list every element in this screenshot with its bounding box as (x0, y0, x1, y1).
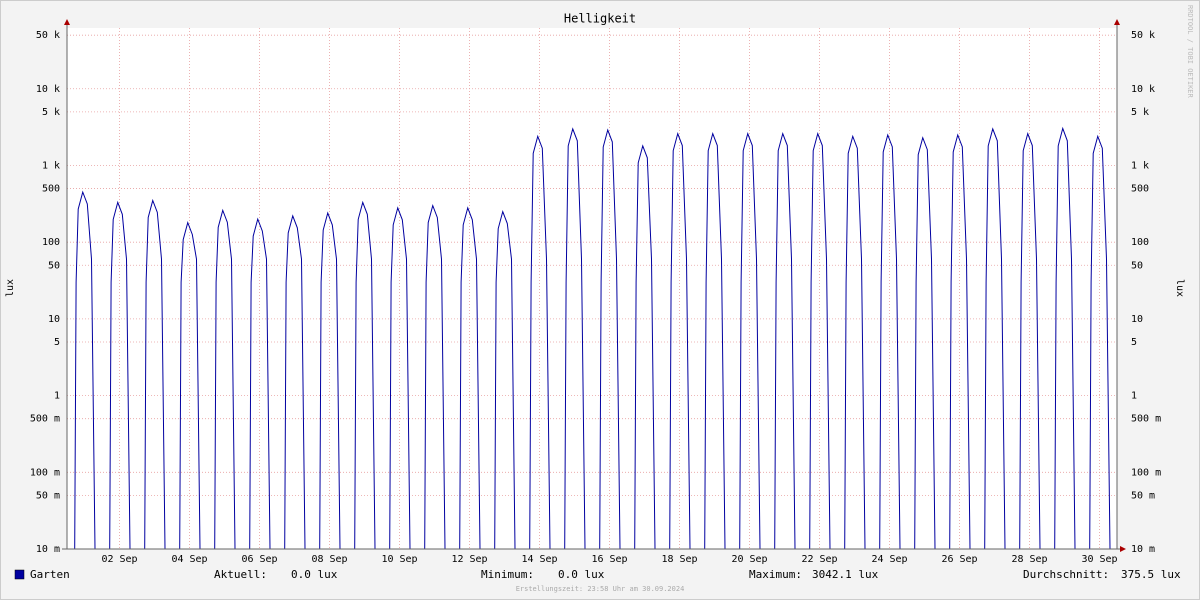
x-tick-label: 04 Sep (171, 554, 207, 565)
y-tick-label: 50 m (36, 490, 60, 501)
plot-area (67, 28, 1117, 549)
x-tick-label: 28 Sep (1011, 554, 1047, 565)
y2-tick-label: 5 k (1131, 107, 1149, 118)
x-tick-label: 12 Sep (451, 554, 487, 565)
legend-label: Garten (30, 568, 70, 581)
y-tick-label: 1 k (42, 160, 60, 171)
y-tick-label: 10 (48, 314, 60, 325)
stat-label: Minimum: (481, 568, 534, 581)
grid (67, 28, 1117, 550)
y-tick-label: 10 k (36, 84, 60, 95)
x-tick-label: 02 Sep (101, 554, 137, 565)
stat-label: Durchschnitt: (1023, 568, 1109, 581)
watermark: RRDTOOL / TOBI OETIKER (1186, 5, 1194, 99)
footer: Erstellungszeit: 23:58 Uhr am 30.09.2024 (516, 585, 685, 593)
stat-value: 0.0 lux (291, 568, 338, 581)
stat-value: 0.0 lux (558, 568, 605, 581)
y2-tick-label: 100 (1131, 237, 1149, 248)
y2-tick-label: 50 m (1131, 490, 1155, 501)
y-tick-label: 100 (42, 237, 60, 248)
x-tick-label: 06 Sep (241, 554, 277, 565)
y-tick-label: 5 (54, 337, 60, 348)
y-tick-label: 500 (42, 184, 60, 195)
y2-tick-label: 500 m (1131, 414, 1161, 425)
y2-tick-label: 1 (1131, 391, 1137, 402)
y-tick-label: 10 m (36, 544, 60, 555)
legend-swatch (14, 569, 25, 580)
y-tick-label: 5 k (42, 107, 60, 118)
y2-tick-label: 50 (1131, 260, 1143, 271)
x-tick-label: 16 Sep (591, 554, 627, 565)
x-tick-label: 26 Sep (941, 554, 977, 565)
stat-label: Aktuell: (214, 568, 267, 581)
x-tick-label: 14 Sep (521, 554, 557, 565)
y2-axis-label: lux (1174, 279, 1185, 297)
y2-tick-label: 50 k (1131, 30, 1155, 41)
y2-tick-label: 1 k (1131, 160, 1149, 171)
stat-label: Maximum: (749, 568, 802, 581)
y2-tick-label: 100 m (1131, 467, 1161, 478)
stat-value: 3042.1 lux (812, 568, 879, 581)
x-tick-label: 08 Sep (311, 554, 347, 565)
x-tick-label: 30 Sep (1081, 554, 1117, 565)
y-tick-label: 50 k (36, 30, 60, 41)
y2-tick-label: 10 k (1131, 84, 1155, 95)
y-tick-label: 50 (48, 260, 60, 271)
y2-tick-label: 5 (1131, 337, 1137, 348)
axis-arrow (1114, 19, 1120, 25)
x-tick-label: 20 Sep (731, 554, 767, 565)
stat-value: 375.5 lux (1121, 568, 1181, 581)
axis-arrow (1120, 546, 1126, 552)
x-tick-label: 10 Sep (381, 554, 417, 565)
x-tick-label: 18 Sep (661, 554, 697, 565)
y2-tick-label: 500 (1131, 184, 1149, 195)
y2-tick-label: 10 (1131, 314, 1143, 325)
y2-tick-label: 10 m (1131, 544, 1155, 555)
y-axis-label: lux (5, 279, 16, 297)
y-tick-label: 100 m (30, 467, 60, 478)
axis-arrow (64, 19, 70, 25)
x-tick-label: 24 Sep (871, 554, 907, 565)
chart-title: Helligkeit (564, 12, 636, 26)
y-tick-label: 500 m (30, 414, 60, 425)
y-tick-label: 1 (54, 391, 60, 402)
x-tick-label: 22 Sep (801, 554, 837, 565)
